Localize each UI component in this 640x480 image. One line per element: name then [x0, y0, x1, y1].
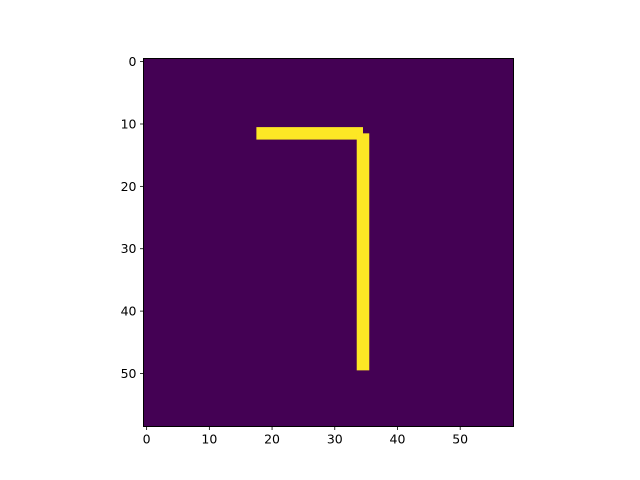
heatmap-cells [256, 127, 370, 371]
x-tick-label: 10 [201, 432, 217, 447]
y-tick-label: 10 [121, 116, 137, 131]
x-tick-label: 40 [390, 432, 406, 447]
y-axis: 0 10 20 30 40 50 [121, 54, 144, 381]
axes-frame [143, 58, 514, 427]
x-tick-label: 0 [143, 432, 151, 447]
y-tick-label: 30 [121, 241, 137, 256]
heatmap-region-vertical-stroke [356, 133, 370, 371]
image-background [143, 58, 514, 427]
y-tick-label: 0 [129, 54, 137, 69]
x-axis: 0 10 20 30 40 50 [143, 426, 468, 447]
y-tick-label: 50 [121, 366, 137, 381]
x-tick-label: 30 [327, 432, 343, 447]
x-tick-label: 50 [452, 432, 468, 447]
y-tick-label: 40 [121, 304, 137, 319]
y-tick-label: 20 [121, 179, 137, 194]
heatmap-region-horizontal-stroke [256, 127, 363, 140]
x-tick-label: 20 [264, 432, 280, 447]
plot-area [143, 58, 514, 427]
